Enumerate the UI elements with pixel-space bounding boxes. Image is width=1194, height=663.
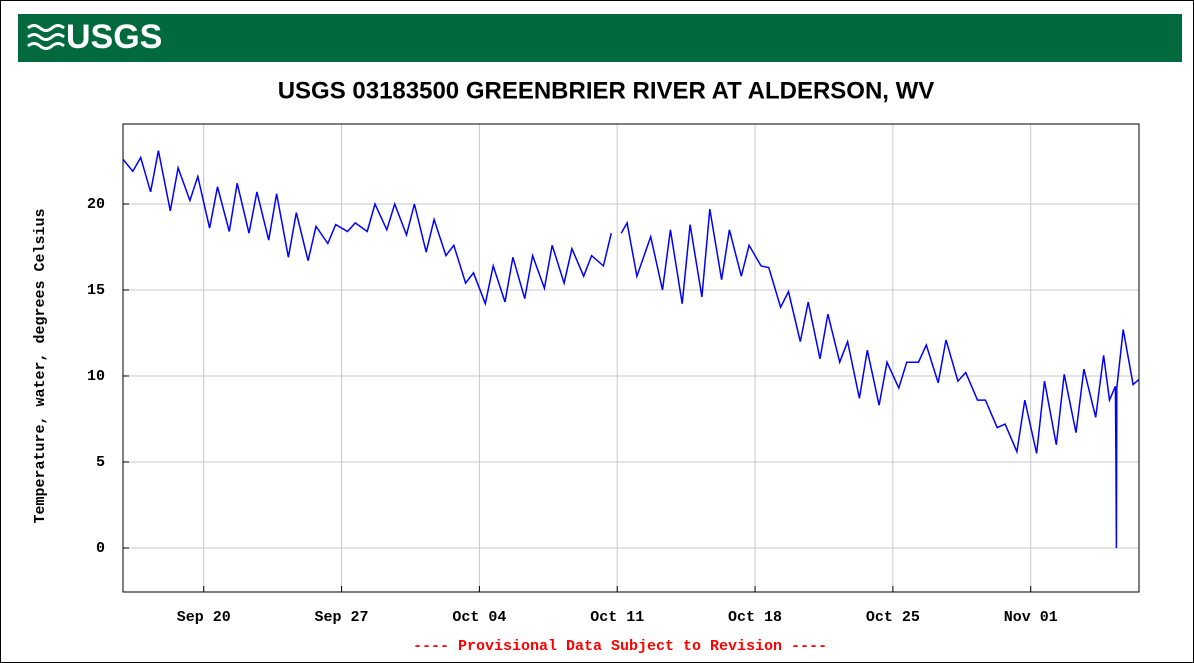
plot (122, 150, 1140, 549)
data-line (122, 150, 1140, 549)
x-tick-label: Sep 20 (177, 609, 231, 626)
x-tick-label: Nov 01 (1004, 609, 1058, 626)
x-tick-label: Oct 18 (728, 609, 782, 626)
y-tick-label: 10 (87, 368, 105, 385)
logo-text: USGS (66, 18, 162, 56)
chart-title: USGS 03183500 GREENBRIER RIVER AT ALDERS… (278, 77, 935, 104)
y-tick-label: 0 (96, 540, 105, 557)
y-tick-label: 15 (87, 282, 105, 299)
x-tick-label: Oct 11 (590, 609, 644, 626)
banner (18, 14, 1182, 62)
y-axis-label: Temperature, water, degrees Celsius (32, 208, 49, 523)
annotation: ---- Provisional Data Subject to Revisio… (413, 638, 827, 655)
y-tick-label: 5 (96, 454, 105, 471)
x-tick-label: Oct 25 (866, 609, 920, 626)
plot-border (122, 123, 1140, 593)
logo-waves (27, 24, 65, 50)
x-tick-label: Oct 04 (452, 609, 506, 626)
x-tick-label: Sep 27 (315, 609, 369, 626)
y-tick-label: 20 (87, 196, 105, 213)
